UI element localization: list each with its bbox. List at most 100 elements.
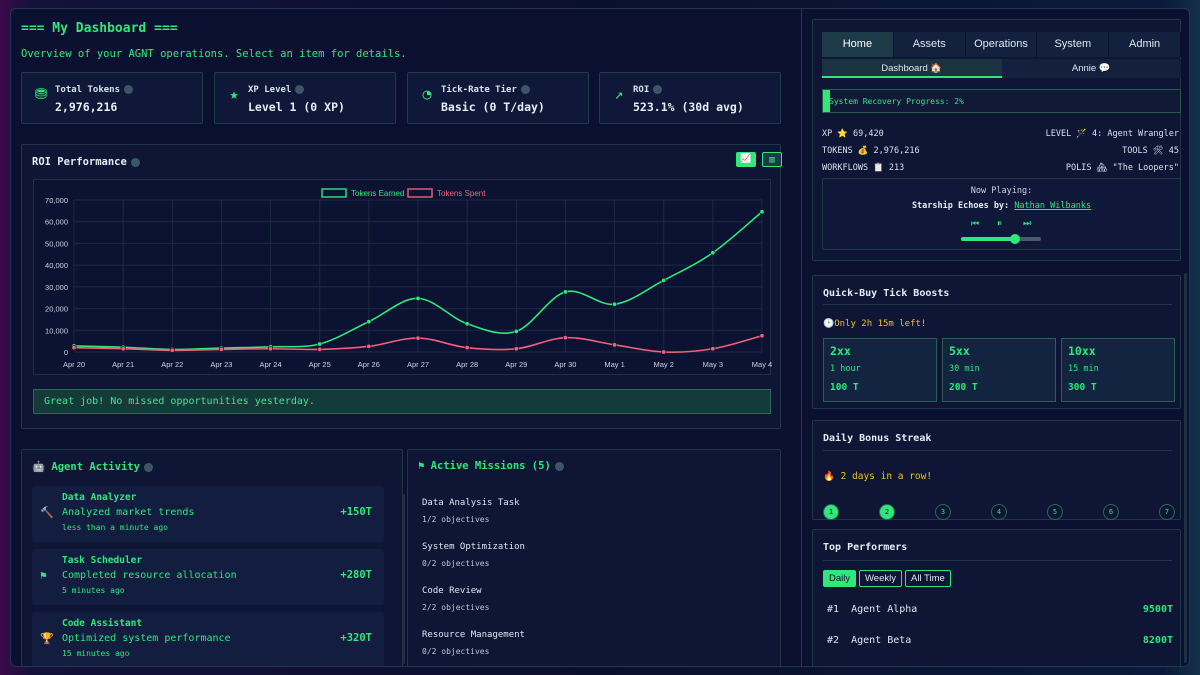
workflows-value: WORKFLOWS 📋 213	[822, 163, 905, 173]
star-icon: ★	[229, 85, 239, 103]
info-icon[interactable]	[130, 157, 140, 167]
data-point	[710, 250, 716, 256]
boost-option[interactable]: 10xx 15 min 300 T	[1061, 338, 1175, 402]
roi-panel: ROI Performance 📈 ▥ 0 10,000 20,000 30,000 4…	[21, 144, 782, 429]
mission-objectives: 2/2 objectives	[422, 603, 490, 612]
data-point	[120, 346, 126, 352]
tab-operations[interactable]: Operations	[965, 32, 1038, 57]
boost-duration: 30 min	[949, 364, 980, 374]
boost-option[interactable]: 2xx 1 hour 100 T	[823, 338, 937, 402]
boost-multiplier: 5xx	[949, 344, 970, 358]
boost-multiplier: 10xx	[1068, 344, 1096, 358]
streak-day-2: 2	[879, 504, 895, 520]
data-point	[562, 335, 568, 341]
main-column: === My Dashboard === Overview of your AG…	[11, 9, 799, 666]
streak-day-3: 3	[935, 504, 951, 520]
x-tick-label: May 1	[604, 360, 624, 369]
data-point	[710, 346, 716, 352]
mission-item[interactable]: System Optimization 0/2 objectives	[422, 542, 525, 568]
mission-name: Data Analysis Task	[422, 498, 520, 508]
mission-item[interactable]: Resource Management 0/2 objectives	[422, 630, 525, 656]
legend-label: Tokens Earned	[351, 189, 404, 198]
stat-card-total-tokens[interactable]: ⛃ Total Tokens 2,976,216	[21, 72, 203, 124]
boost-option[interactable]: 5xx 30 min 200 T	[942, 338, 1056, 402]
legend-swatch	[321, 188, 347, 198]
mission-item[interactable]: Data Analysis Task 1/2 objectives	[422, 498, 520, 524]
info-icon[interactable]	[554, 461, 564, 471]
data-point	[661, 349, 667, 355]
x-tick-label: Apr 25	[309, 360, 331, 369]
stat-card-xp-level[interactable]: ★ XP Level Level 1 (0 XP)	[214, 72, 396, 124]
data-point	[218, 346, 224, 352]
stat-card-roi[interactable]: ↗ ROI 523.1% (30d avg)	[599, 72, 781, 124]
info-icon[interactable]	[520, 85, 530, 94]
info-icon[interactable]	[143, 462, 153, 472]
main-nav-tabs: Home Assets Operations System Admin	[822, 32, 1181, 57]
filter-all-time-button[interactable]: All Time	[905, 570, 951, 587]
missions-title: Active Missions (5)	[430, 460, 551, 472]
tab-system[interactable]: System	[1037, 32, 1110, 57]
leaderboard-row[interactable]: #1 Agent Alpha 9500T	[827, 604, 1173, 615]
filter-weekly-button[interactable]: Weekly	[859, 570, 902, 587]
info-icon[interactable]	[295, 85, 305, 94]
data-point	[415, 335, 421, 341]
activity-item[interactable]: 🏆 Code Assistant Optimized system perfor…	[32, 612, 384, 666]
volume-knob[interactable]	[1010, 234, 1021, 244]
boost-price: 100 T	[830, 382, 859, 393]
stat-label: XP Level	[248, 85, 292, 95]
data-point	[612, 342, 618, 348]
activity-reward: +320T	[340, 632, 372, 644]
daily-streak-panel: Daily Bonus Streak 🔥 2 days in a row! 1 2…	[812, 420, 1181, 520]
page-subtitle: Overview of your AGNT operations. Select…	[21, 48, 407, 60]
data-point	[562, 289, 568, 295]
sub-nav-tabs: Dashboard 🏠 Annie 💬	[822, 59, 1181, 78]
info-icon[interactable]	[653, 85, 663, 94]
data-point	[366, 319, 372, 325]
artist-link[interactable]: Nathan Wilbanks	[1014, 201, 1092, 211]
data-point	[661, 277, 667, 283]
data-point	[513, 346, 519, 352]
quick-buy-panel: Quick-Buy Tick Boosts 🕑Only 2h 15m left!…	[812, 275, 1181, 409]
x-tick-label: Apr 27	[407, 360, 429, 369]
sidebar-scrollbar[interactable]	[1184, 273, 1187, 663]
mission-objectives: 0/2 objectives	[422, 647, 490, 656]
subtab-annie[interactable]: Annie 💬	[1001, 59, 1181, 78]
tab-admin[interactable]: Admin	[1109, 32, 1181, 57]
x-tick-label: Apr 21	[112, 360, 134, 369]
mission-item[interactable]: Code Review 2/2 objectives	[422, 586, 489, 612]
missions-scrollbar[interactable]	[402, 494, 405, 664]
y-tick-label: 20,000	[45, 305, 68, 314]
line-chart-toggle-button[interactable]: 📈	[736, 152, 756, 167]
info-icon[interactable]	[124, 85, 134, 94]
legend-label: Tokens Spent	[437, 189, 486, 198]
x-tick-label: Apr 20	[63, 360, 85, 369]
previous-track-icon[interactable]: ⏮	[971, 219, 980, 229]
now-playing-label: Now Playing:	[970, 186, 1033, 196]
stat-card-tick-rate[interactable]: ◔ Tick-Rate Tier Basic (0 T/day)	[407, 72, 589, 124]
flag-icon: ⚑	[40, 569, 47, 582]
hammer-icon: 🔨	[40, 506, 54, 519]
page-title: === My Dashboard ===	[21, 21, 178, 36]
pause-icon[interactable]: ⏸	[997, 219, 1002, 229]
bar-chart-toggle-button[interactable]: ▥	[762, 152, 782, 167]
activity-item[interactable]: 🔨 Data Analyzer Analyzed market trends l…	[32, 486, 384, 542]
next-track-icon[interactable]: ⏭	[1023, 219, 1032, 229]
volume-slider[interactable]	[961, 234, 1041, 244]
leaderboard-row[interactable]: #2 Agent Beta 8200T	[827, 635, 1173, 646]
trend-icon: ↗	[614, 85, 624, 103]
track-title: Starship Echoes by:	[911, 201, 1010, 211]
tab-home[interactable]: Home	[822, 32, 894, 57]
y-tick-label: 40,000	[45, 261, 68, 270]
flag-icon: ⚑	[418, 460, 425, 472]
filter-daily-button[interactable]: Daily	[823, 570, 857, 587]
subtab-dashboard[interactable]: Dashboard 🏠	[822, 59, 1002, 78]
tab-assets[interactable]: Assets	[893, 32, 966, 57]
divider	[823, 560, 1172, 561]
x-tick-label: Apr 23	[210, 360, 232, 369]
x-tick-label: Apr 29	[505, 360, 527, 369]
boost-price: 200 T	[949, 382, 978, 393]
sidebar: Home Assets Operations System Admin Dash…	[801, 9, 1189, 666]
streak-text: 2 days in a row!	[840, 471, 933, 482]
agent-activity-panel: 🤖 Agent Activity 🔨 Data Analyzer Analyze…	[21, 449, 403, 666]
activity-item[interactable]: ⚑ Task Scheduler Completed resource allo…	[32, 549, 384, 605]
